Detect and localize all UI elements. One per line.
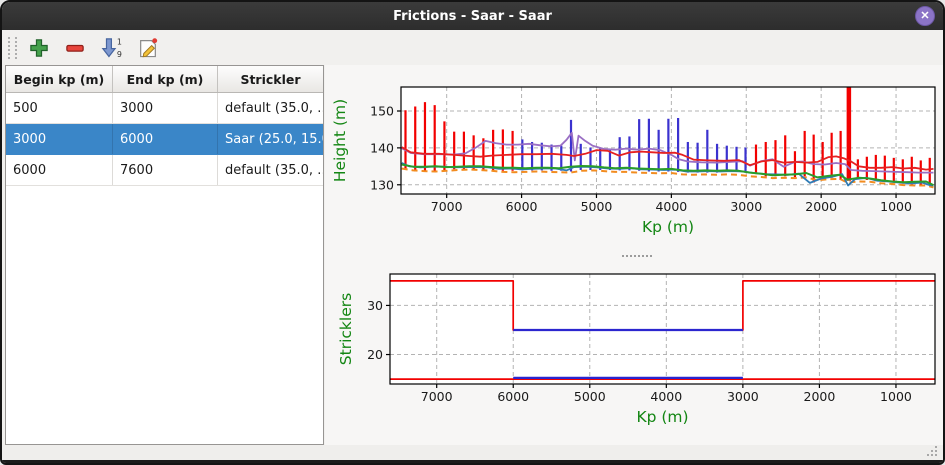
cell-begin-kp: 6000	[6, 155, 113, 185]
status-bar	[2, 445, 943, 460]
chart-splitter[interactable]	[329, 252, 943, 259]
svg-text:1000: 1000	[880, 389, 912, 404]
svg-text:150: 150	[370, 103, 394, 118]
splitter-handle-icon	[622, 254, 652, 257]
cell-strickler: default (35.0, …	[225, 100, 323, 116]
cell-end-kp: 6000	[113, 124, 218, 154]
table-row[interactable]: 6000 7600 default (35.0, …	[6, 155, 323, 186]
window-title: Frictions - Saar - Saar	[393, 8, 552, 24]
svg-text:5000: 5000	[581, 199, 613, 214]
height-profile-chart[interactable]: 7000 6000 5000 4000 3000 2000 1000 130 140 150 Kp …	[329, 66, 945, 256]
resize-grip[interactable]	[927, 454, 929, 456]
svg-text:30: 30	[367, 298, 383, 313]
svg-text:20: 20	[367, 347, 383, 362]
svg-text:9: 9	[117, 50, 122, 59]
svg-text:130: 130	[370, 177, 394, 192]
svg-text:3000: 3000	[730, 199, 762, 214]
svg-text:4000: 4000	[655, 199, 687, 214]
svg-text:5000: 5000	[574, 389, 606, 404]
toolbar: 1 9	[2, 30, 943, 65]
column-header-strickler[interactable]: Strickler	[240, 71, 301, 87]
svg-text:1: 1	[117, 37, 122, 46]
edit-button[interactable]	[135, 35, 161, 61]
svg-text:Stricklers: Stricklers	[337, 293, 355, 365]
cell-end-kp: 7600	[113, 155, 218, 185]
table-row[interactable]: 500 3000 default (35.0, …	[6, 93, 323, 124]
window-bottom-edge	[2, 460, 943, 463]
sort-numeric-down-icon: 1 9	[101, 37, 123, 59]
column-header-end-kp[interactable]: End kp (m)	[113, 66, 218, 92]
svg-text:6000: 6000	[497, 389, 529, 404]
close-button[interactable]: ✕	[915, 6, 935, 26]
svg-text:Kp (m): Kp (m)	[636, 408, 688, 426]
svg-text:Kp (m): Kp (m)	[642, 218, 694, 236]
close-icon: ✕	[920, 10, 930, 22]
svg-text:4000: 4000	[650, 389, 682, 404]
svg-text:1000: 1000	[880, 199, 912, 214]
cell-strickler: Saar (25.0, 15.0)	[225, 131, 323, 147]
svg-text:140: 140	[370, 140, 394, 155]
svg-text:7000: 7000	[421, 389, 453, 404]
sort-button[interactable]: 1 9	[99, 35, 125, 61]
cell-begin-kp: 500	[6, 93, 113, 123]
stricklers-chart[interactable]: 7000 6000 5000 4000 3000 2000 1000 20 30 Kp (m) St…	[329, 258, 945, 443]
svg-text:6000: 6000	[506, 199, 538, 214]
table-row-selected[interactable]: 3000 6000 Saar (25.0, 15.0)	[6, 124, 323, 155]
table-header: Begin kp (m) End kp (m) Strickler	[6, 66, 323, 93]
minus-icon	[65, 38, 87, 58]
svg-text:2000: 2000	[805, 199, 837, 214]
frictions-table-panel: Begin kp (m) End kp (m) Strickler 500 30…	[5, 65, 324, 445]
edit-pencil-icon	[137, 37, 159, 59]
drag-handle[interactable]	[8, 36, 17, 59]
title-bar[interactable]: Frictions - Saar - Saar ✕	[2, 2, 943, 30]
svg-text:2000: 2000	[804, 389, 836, 404]
plus-icon	[29, 38, 51, 58]
cell-end-kp: 3000	[113, 93, 218, 123]
svg-text:Height (m): Height (m)	[331, 99, 349, 182]
cell-strickler: default (35.0, …	[225, 162, 323, 178]
add-row-button[interactable]	[27, 35, 53, 61]
remove-row-button[interactable]	[63, 35, 89, 61]
svg-text:3000: 3000	[727, 389, 759, 404]
svg-text:7000: 7000	[431, 199, 463, 214]
cell-begin-kp: 3000	[6, 124, 113, 154]
column-header-begin-kp[interactable]: Begin kp (m)	[6, 66, 113, 92]
